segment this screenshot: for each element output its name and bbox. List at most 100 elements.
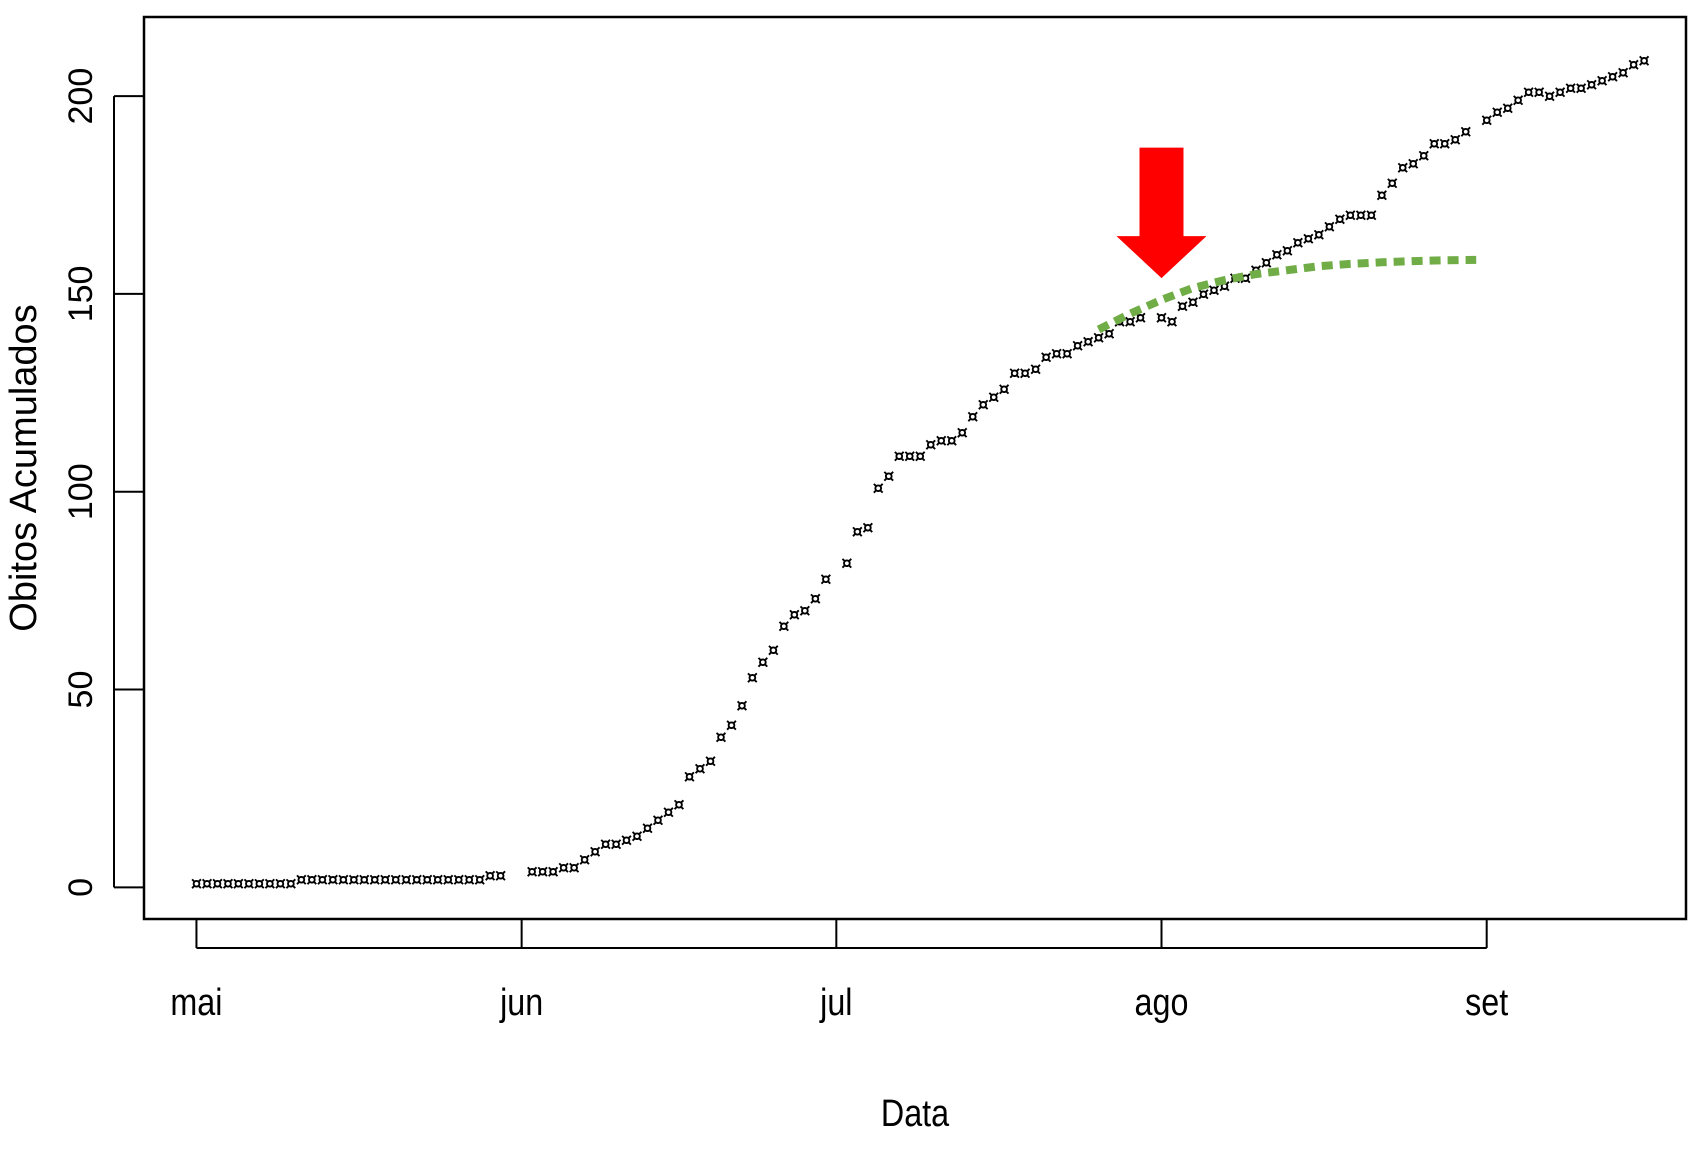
data-point: ¤ xyxy=(1638,51,1649,72)
data-point: ¤ xyxy=(264,873,275,894)
data-point: ¤ xyxy=(296,869,307,890)
data-point: ¤ xyxy=(1345,205,1356,226)
data-point: ¤ xyxy=(1135,308,1146,329)
series-points: ¤ ¤ ¤ ¤ ¤ ¤ ¤ ¤ ¤ ¤ ¤ ¤ ¤ ¤ ¤ ¤ ¤ ¤ ¤ ¤ ¤ ¤ ¤ ¤ ¤ ¤ ¤ ¤ ¤ ¤ ¤ ¤ ¤ ¤ ¤ ¤ ¤ ¤ ¤ ¤… xyxy=(191,51,1650,895)
data-point: ¤ xyxy=(1481,110,1492,131)
y-tick-label: 200 xyxy=(62,68,100,125)
data-point: ¤ xyxy=(883,466,894,487)
data-point: ¤ xyxy=(757,652,768,673)
data-point: ¤ xyxy=(1408,153,1419,174)
data-point: ¤ xyxy=(1334,209,1345,230)
x-axis-title: Data xyxy=(881,1093,950,1135)
data-point: ¤ xyxy=(390,869,401,890)
x-tick-label: ago xyxy=(1135,982,1189,1024)
data-point: ¤ xyxy=(1596,70,1607,91)
data-point: ¤ xyxy=(1072,335,1083,356)
data-point: ¤ xyxy=(1271,244,1282,265)
series-projection xyxy=(1096,255,1477,334)
data-point: ¤ xyxy=(222,873,233,894)
data-point: ¤ xyxy=(201,873,212,894)
data-point: ¤ xyxy=(495,865,506,886)
data-point: ¤ xyxy=(852,521,863,542)
data-point: ¤ xyxy=(673,794,684,815)
data-point: ¤ xyxy=(1198,284,1209,305)
data-point: ¤ xyxy=(799,600,810,621)
data-point: ¤ xyxy=(1240,268,1251,289)
data-point: ¤ xyxy=(1429,134,1440,155)
x-axis: mai jun jul ago set xyxy=(170,919,1508,1024)
data-point: ¤ xyxy=(663,802,674,823)
data-point: ¤ xyxy=(1282,240,1293,261)
data-point: ¤ xyxy=(254,873,265,894)
x-tick-label: mai xyxy=(170,982,222,1024)
data-point: ¤ xyxy=(243,873,254,894)
data-point: ¤ xyxy=(421,869,432,890)
data-point: ¤ xyxy=(935,430,946,451)
annotation xyxy=(1116,147,1207,279)
y-axis-title: Obitos Acumulados xyxy=(3,304,45,631)
data-point: ¤ xyxy=(1418,145,1429,166)
data-point: ¤ xyxy=(1030,359,1041,380)
data-point: ¤ xyxy=(191,873,202,894)
data-point: ¤ xyxy=(1554,82,1565,103)
data-point: ¤ xyxy=(1397,157,1408,178)
data-point: ¤ xyxy=(212,873,223,894)
data-point: ¤ xyxy=(526,862,537,883)
data-point: ¤ xyxy=(568,858,579,879)
data-point: ¤ xyxy=(726,715,737,736)
data-point: ¤ xyxy=(369,869,380,890)
data-point: ¤ xyxy=(652,810,663,831)
data-point: ¤ xyxy=(547,862,558,883)
data-point: ¤ xyxy=(338,869,349,890)
data-point: ¤ xyxy=(1607,66,1618,87)
data-point: ¤ xyxy=(380,869,391,890)
y-tick-label: 50 xyxy=(62,671,100,709)
data-point: ¤ xyxy=(946,430,957,451)
data-point: ¤ xyxy=(956,422,967,443)
data-point: ¤ xyxy=(463,869,474,890)
data-point: ¤ xyxy=(558,858,569,879)
data-point: ¤ xyxy=(589,842,600,863)
data-point: ¤ xyxy=(873,478,884,499)
data-point: ¤ xyxy=(841,553,852,574)
data-point: ¤ xyxy=(1292,233,1303,254)
data-point: ¤ xyxy=(1617,62,1628,83)
data-point: ¤ xyxy=(694,759,705,780)
data-point: ¤ xyxy=(1387,173,1398,194)
x-tick-label: jul xyxy=(819,982,852,1024)
data-point: ¤ xyxy=(736,695,747,716)
data-point: ¤ xyxy=(1523,82,1534,103)
data-point: ¤ xyxy=(747,668,758,689)
data-point: ¤ xyxy=(1586,74,1597,95)
data-point: ¤ xyxy=(600,834,611,855)
data-point: ¤ xyxy=(915,446,926,467)
y-axis: 0 50 100 150 200 xyxy=(62,68,144,897)
y-tick-label: 100 xyxy=(62,463,100,520)
data-point: ¤ xyxy=(442,869,453,890)
data-point: ¤ xyxy=(484,865,495,886)
data-point: ¤ xyxy=(453,869,464,890)
arrow-down-icon xyxy=(1116,147,1207,279)
data-point: ¤ xyxy=(1313,225,1324,246)
data-point: ¤ xyxy=(1166,312,1177,333)
data-point: ¤ xyxy=(1544,86,1555,107)
data-point: ¤ xyxy=(432,869,443,890)
data-point: ¤ xyxy=(1565,78,1576,99)
data-point: ¤ xyxy=(275,873,286,894)
data-point: ¤ xyxy=(1439,134,1450,155)
data-point: ¤ xyxy=(1187,292,1198,313)
data-point: ¤ xyxy=(967,407,978,428)
data-point: ¤ xyxy=(327,869,338,890)
data-point: ¤ xyxy=(1103,323,1114,344)
x-tick-label: jun xyxy=(499,982,543,1024)
data-point: ¤ xyxy=(1124,312,1135,333)
data-point: ¤ xyxy=(474,869,485,890)
data-point: ¤ xyxy=(768,640,779,661)
data-point: ¤ xyxy=(1491,102,1502,123)
data-point: ¤ xyxy=(642,818,653,839)
data-point: ¤ xyxy=(1019,363,1030,384)
data-point: ¤ xyxy=(1533,82,1544,103)
data-point: ¤ xyxy=(1512,90,1523,111)
data-point: ¤ xyxy=(1009,363,1020,384)
data-point: ¤ xyxy=(789,604,800,625)
